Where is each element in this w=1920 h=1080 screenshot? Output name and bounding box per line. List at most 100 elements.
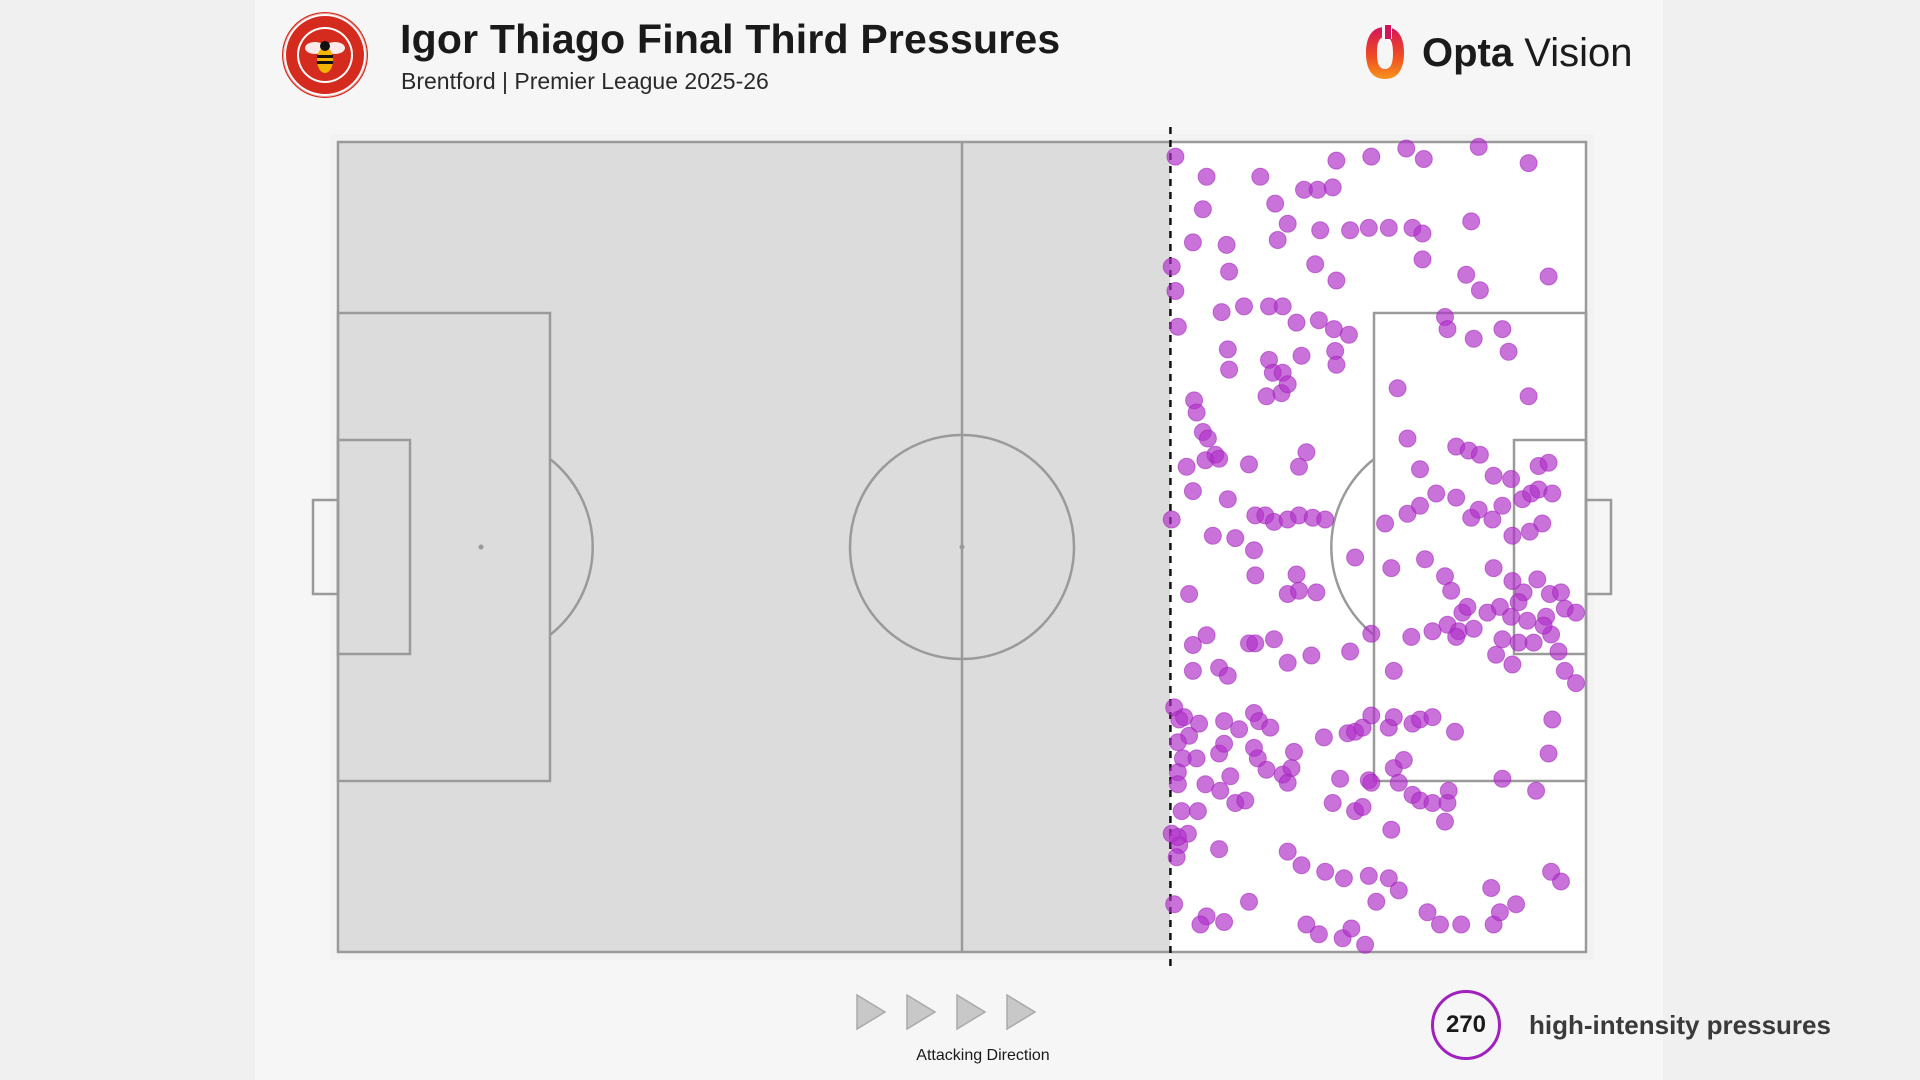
- pressure-point: [1542, 862, 1561, 881]
- pressure-point: [1502, 470, 1521, 488]
- pressure-point: [1359, 866, 1378, 885]
- pressure-point: [1311, 221, 1330, 240]
- pressure-point: [1218, 340, 1237, 359]
- pressure-point: [1246, 566, 1265, 585]
- play-triangle-icon: [856, 993, 887, 1031]
- pressure-point: [1235, 297, 1253, 316]
- play-triangle-icon: [956, 993, 987, 1031]
- pressure-point: [1493, 496, 1512, 515]
- pressure-point: [1316, 510, 1335, 529]
- pressure-point: [1278, 842, 1297, 861]
- pressure-point: [1278, 375, 1297, 394]
- pressure-point: [1292, 346, 1311, 365]
- pressure-point: [1324, 320, 1343, 339]
- pressure-point: [1165, 895, 1184, 914]
- pressure-point: [1533, 514, 1552, 533]
- pressure-point: [1331, 769, 1350, 788]
- pressure-point: [1487, 645, 1506, 664]
- pressure-point: [1362, 706, 1381, 725]
- pressure-point: [1323, 794, 1342, 812]
- pressure-point: [1423, 794, 1442, 812]
- pressure-point: [1464, 329, 1483, 348]
- pressure-point: [1534, 616, 1553, 635]
- pressure-point: [1379, 218, 1398, 237]
- pressure-point: [1446, 722, 1464, 741]
- brand-text: Opta Vision: [1422, 31, 1632, 76]
- pressure-point: [1539, 744, 1558, 763]
- pressure-point: [1438, 794, 1457, 812]
- pressure-point: [1493, 769, 1512, 788]
- pressure-point: [1168, 317, 1187, 336]
- pressure-point: [1509, 633, 1528, 652]
- pressure-point: [1297, 443, 1316, 462]
- pressure-point: [1240, 892, 1258, 911]
- pressure-point: [1316, 862, 1335, 881]
- pressure-point: [1398, 429, 1417, 448]
- pressure-point: [1210, 840, 1229, 859]
- pressure-point: [1183, 636, 1202, 654]
- pressure-point: [1353, 718, 1372, 737]
- pressure-point: [1220, 262, 1239, 281]
- pressure-point: [1356, 935, 1375, 954]
- pressure-point: [1210, 449, 1229, 468]
- pressure-point: [1397, 139, 1416, 158]
- pitch-area: [255, 120, 1663, 980]
- pressure-point: [1236, 791, 1255, 810]
- pressure-point: [1166, 147, 1185, 166]
- pressure-point: [1218, 490, 1237, 509]
- pressure-point: [1402, 627, 1421, 646]
- pressure-point: [1384, 708, 1403, 727]
- pressure-point: [1519, 387, 1538, 406]
- pressure-point: [1555, 661, 1574, 680]
- pressure-point: [1197, 167, 1216, 186]
- pressure-point: [1470, 281, 1489, 300]
- pressure-point: [1290, 457, 1308, 476]
- right-goal: [1584, 498, 1613, 596]
- chart-card: Igor Thiago Final Third Pressures Brentf…: [255, 0, 1831, 1080]
- pressure-point: [1220, 360, 1239, 379]
- play-triangle-icon: [906, 993, 937, 1031]
- pressure-point: [1431, 915, 1449, 934]
- pressure-point: [1188, 802, 1207, 821]
- pressure-point: [1212, 303, 1231, 322]
- pressure-point: [1519, 154, 1538, 173]
- pressure-point: [1382, 559, 1401, 578]
- pressure-point: [1418, 903, 1437, 922]
- left-goal: [311, 498, 340, 596]
- left-penalty-spot: [478, 544, 484, 550]
- pressure-point: [1413, 250, 1432, 269]
- pressure-point: [1230, 720, 1249, 739]
- pressure-point: [1309, 311, 1328, 330]
- pressure-point: [1341, 221, 1360, 240]
- pressure-point: [1414, 150, 1433, 168]
- pressure-point: [1167, 848, 1186, 867]
- pressure-point: [1464, 619, 1483, 638]
- pressure-point: [1217, 235, 1236, 254]
- pressure-point: [1452, 915, 1471, 934]
- brand-prefix: Opta: [1422, 31, 1514, 75]
- pressure-point: [1183, 661, 1202, 680]
- pressure-point: [1567, 674, 1585, 693]
- pressure-point: [1309, 925, 1328, 944]
- pressure-point: [1245, 541, 1263, 560]
- pressure-point: [1539, 453, 1558, 472]
- pressure-point: [1278, 214, 1297, 233]
- pressure-point: [1503, 526, 1522, 545]
- pressure-point: [1469, 500, 1488, 519]
- pressure-point: [1520, 522, 1539, 541]
- pressure-point: [1384, 661, 1403, 680]
- pressure-point: [1308, 180, 1327, 199]
- pressure-point: [1457, 265, 1476, 284]
- pressure-point: [1423, 708, 1442, 727]
- pressure-point: [1427, 484, 1446, 503]
- pressure-point: [1273, 297, 1292, 316]
- pressure-point: [1362, 773, 1381, 792]
- pressure-point: [1382, 820, 1401, 839]
- pressure-point: [1493, 320, 1512, 339]
- pressure-point: [1162, 510, 1181, 529]
- pressure-point: [1306, 255, 1325, 274]
- pressure-point: [1483, 510, 1502, 529]
- pressure-point: [1503, 655, 1522, 674]
- pressure-point: [1362, 624, 1381, 643]
- pressure-point: [1187, 749, 1206, 768]
